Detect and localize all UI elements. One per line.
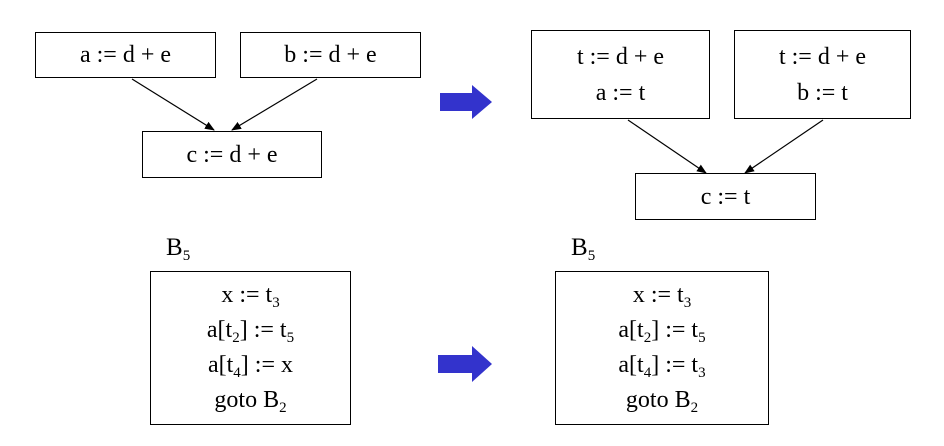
box-left-after: t := d + e a := t [531, 30, 710, 119]
edge-left-to-c [627, 119, 707, 174]
block-b5-after: x := t3 a[t2] := t5 a[t4] := t3 goto B2 [555, 271, 769, 425]
code-line: a[t2] := t5 [206, 317, 295, 346]
block-label-after: B5 [571, 234, 596, 264]
box-right-line-2: b := t [797, 79, 848, 106]
code-line: a[t2] := t5 [618, 317, 706, 346]
box-left-line-2: a := t [595, 79, 646, 106]
code-line: goto B2 [214, 387, 287, 416]
box-c-text: c := d + e [186, 141, 278, 168]
block-label-before: B5 [166, 234, 191, 264]
box-left-line-1: t := d + e [576, 43, 665, 70]
box-c-after-text: c := t [700, 183, 751, 210]
box-a-assign: a := d + e [35, 32, 216, 78]
edge-b-to-c [231, 78, 318, 131]
box-b-text: b := d + e [284, 42, 377, 68]
block-b5-before: x := t3 a[t2] := t5 a[t4] := x goto B2 [150, 271, 351, 425]
edge-right-to-c [744, 119, 824, 174]
code-line: a[t4] := t3 [618, 352, 706, 381]
transform-arrow-bottom [438, 346, 492, 382]
box-right-line-1: t := d + e [778, 43, 867, 70]
box-right-after: t := d + e b := t [734, 30, 911, 119]
box-c-after: c := t [635, 173, 816, 220]
transform-arrow-top [440, 85, 492, 119]
box-a-text: a := d + e [79, 42, 172, 68]
edge-a-to-c [131, 78, 215, 131]
box-c-assign: c := d + e [142, 131, 322, 178]
code-line: goto B2 [625, 387, 699, 416]
code-line: x := t3 [632, 282, 692, 311]
code-line: a[t4] := x [207, 352, 293, 381]
code-line: x := t3 [221, 282, 280, 311]
box-b-assign: b := d + e [240, 32, 421, 78]
